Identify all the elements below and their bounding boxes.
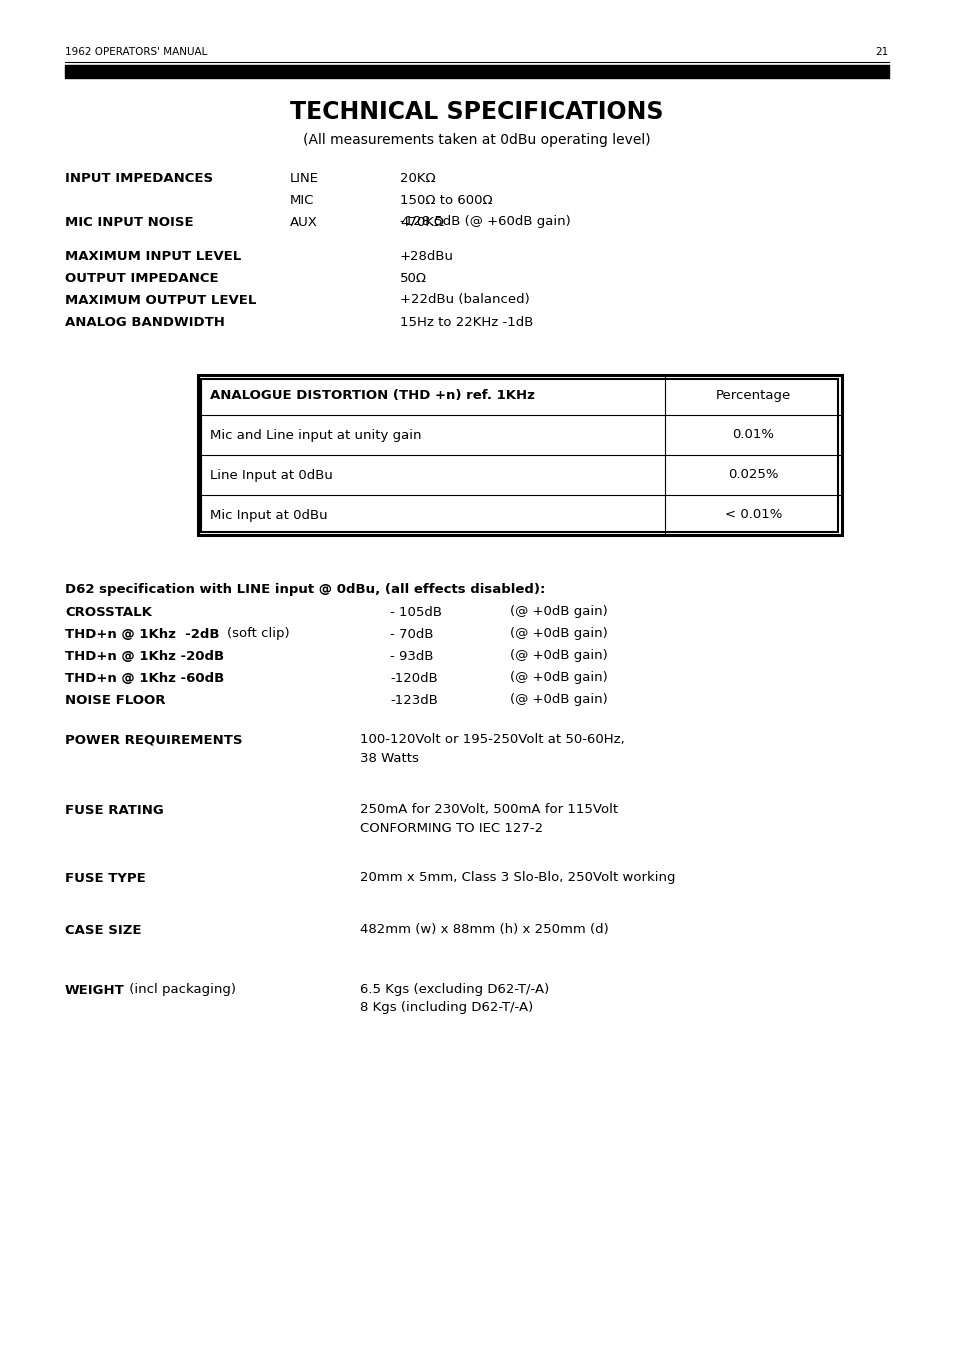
Text: CONFORMING TO IEC 127-2: CONFORMING TO IEC 127-2 [359,821,542,835]
Text: ANALOG BANDWIDTH: ANALOG BANDWIDTH [65,316,225,328]
Bar [201,378,838,531]
Text: 15Hz to 22KHz -1dB: 15Hz to 22KHz -1dB [399,316,533,328]
Text: THD+n @ 1Khz -60dB: THD+n @ 1Khz -60dB [65,671,224,685]
Text: 6.5 Kgs (excluding D62-T/-A): 6.5 Kgs (excluding D62-T/-A) [359,984,549,997]
Text: MAXIMUM OUTPUT LEVEL: MAXIMUM OUTPUT LEVEL [65,293,256,307]
Text: CASE SIZE: CASE SIZE [65,924,141,936]
Text: (@ +0dB gain): (@ +0dB gain) [510,627,607,640]
Text: < 0.01%: < 0.01% [724,508,781,521]
Text: FUSE TYPE: FUSE TYPE [65,871,146,885]
Text: ANALOGUE DISTORTION (THD +n) ref. 1KHz: ANALOGUE DISTORTION (THD +n) ref. 1KHz [210,389,535,401]
Text: MIC: MIC [290,193,314,207]
Text: Mic and Line input at unity gain: Mic and Line input at unity gain [210,428,421,442]
Text: 482mm (w) x 88mm (h) x 250mm (d): 482mm (w) x 88mm (h) x 250mm (d) [359,924,608,936]
Text: AUX: AUX [290,216,317,228]
Text: 0.01%: 0.01% [732,428,774,442]
Text: FUSE RATING: FUSE RATING [65,804,164,816]
Text: 250mA for 230Volt, 500mA for 115Volt: 250mA for 230Volt, 500mA for 115Volt [359,804,618,816]
Text: D62 specification with LINE input @ 0dBu, (all effects disabled):: D62 specification with LINE input @ 0dBu… [65,584,545,597]
Text: 470KΩ: 470KΩ [399,216,443,228]
Text: 150Ω to 600Ω: 150Ω to 600Ω [399,193,492,207]
Text: - 93dB: - 93dB [390,650,433,662]
Text: -123dB: -123dB [390,693,437,707]
Text: (All measurements taken at 0dBu operating level): (All measurements taken at 0dBu operatin… [303,132,650,147]
Text: (@ +0dB gain): (@ +0dB gain) [510,671,607,685]
Bar [198,376,841,535]
Text: 0.025%: 0.025% [727,469,778,481]
Text: THD+n @ 1Khz  -2dB: THD+n @ 1Khz -2dB [65,627,219,640]
Text: 50Ω: 50Ω [399,272,427,285]
Text: THD+n @ 1Khz -20dB: THD+n @ 1Khz -20dB [65,650,224,662]
Text: MIC INPUT NOISE: MIC INPUT NOISE [65,216,193,228]
Text: +22dBu (balanced): +22dBu (balanced) [399,293,529,307]
Text: 21: 21 [875,47,888,57]
Text: Mic Input at 0dBu: Mic Input at 0dBu [210,508,327,521]
Text: (@ +0dB gain): (@ +0dB gain) [510,693,607,707]
Text: 8 Kgs (including D62-T/-A): 8 Kgs (including D62-T/-A) [359,1001,533,1015]
Text: 20mm x 5mm, Class 3 Slo-Blo, 250Volt working: 20mm x 5mm, Class 3 Slo-Blo, 250Volt wor… [359,871,675,885]
Text: - 105dB: - 105dB [390,605,441,619]
Text: (@ +0dB gain): (@ +0dB gain) [510,650,607,662]
Text: OUTPUT IMPEDANCE: OUTPUT IMPEDANCE [65,272,218,285]
Text: LINE: LINE [290,172,318,185]
Text: TECHNICAL SPECIFICATIONS: TECHNICAL SPECIFICATIONS [290,100,663,124]
Text: - 70dB: - 70dB [390,627,433,640]
Text: 1962 OPERATORS' MANUAL: 1962 OPERATORS' MANUAL [65,47,207,57]
Text: POWER REQUIREMENTS: POWER REQUIREMENTS [65,734,242,747]
Text: 38 Watts: 38 Watts [359,751,418,765]
Text: (incl packaging): (incl packaging) [125,984,235,997]
Text: (soft clip): (soft clip) [227,627,290,640]
Text: Line Input at 0dBu: Line Input at 0dBu [210,469,333,481]
Text: CROSSTALK: CROSSTALK [65,605,152,619]
Text: INPUT IMPEDANCES: INPUT IMPEDANCES [65,172,213,185]
Text: MAXIMUM INPUT LEVEL: MAXIMUM INPUT LEVEL [65,250,241,262]
Text: NOISE FLOOR: NOISE FLOOR [65,693,165,707]
Text: WEIGHT: WEIGHT [65,984,125,997]
Text: -128.5dB (@ +60dB gain): -128.5dB (@ +60dB gain) [399,216,570,228]
Text: 20KΩ: 20KΩ [399,172,436,185]
Text: (@ +0dB gain): (@ +0dB gain) [510,605,607,619]
Text: 100-120Volt or 195-250Volt at 50-60Hz,: 100-120Volt or 195-250Volt at 50-60Hz, [359,734,624,747]
Text: -120dB: -120dB [390,671,437,685]
Text: Percentage: Percentage [715,389,790,401]
Text: +28dBu: +28dBu [399,250,454,262]
